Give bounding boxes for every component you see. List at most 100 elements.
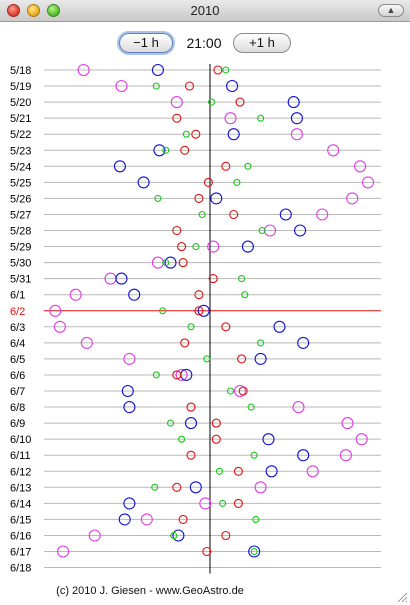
magenta-marker (233, 384, 247, 398)
red-marker (177, 242, 187, 252)
magenta-marker (263, 224, 277, 237)
blue-marker (297, 336, 310, 349)
green-marker (152, 82, 160, 90)
blue-marker (151, 63, 164, 77)
red-marker (172, 370, 182, 380)
blue-marker (287, 96, 300, 109)
blue-marker (290, 112, 303, 125)
time-controls: −1 h 21:00 +1 h (0, 22, 410, 60)
blue-marker (115, 272, 128, 285)
green-marker (192, 243, 200, 251)
red-marker (194, 306, 204, 316)
green-marker (152, 371, 160, 379)
blue-marker (172, 529, 185, 542)
window-close-button[interactable] (7, 4, 20, 17)
magenta-marker (316, 208, 329, 221)
magenta-marker (140, 513, 153, 526)
window-minimize-button[interactable] (27, 4, 40, 17)
date-label: 6/11 (10, 450, 31, 462)
resize-grip-icon[interactable] (396, 591, 408, 603)
green-marker (187, 323, 195, 331)
green-marker (178, 435, 186, 443)
green-marker (258, 226, 266, 235)
red-marker (235, 97, 245, 107)
red-marker (172, 482, 182, 492)
blue-marker (184, 417, 198, 430)
red-marker (221, 322, 231, 332)
date-label: 6/8 (10, 402, 25, 414)
red-marker (178, 258, 188, 268)
magenta-marker (306, 465, 319, 478)
green-marker (154, 194, 162, 202)
plus-one-hour-button[interactable]: +1 h (233, 33, 291, 53)
blue-marker (273, 320, 286, 333)
date-label: 6/4 (10, 338, 25, 350)
date-label: 6/9 (10, 418, 25, 430)
magenta-marker (361, 176, 375, 189)
green-marker (162, 146, 170, 154)
green-marker (166, 419, 175, 427)
magenta-marker (49, 304, 62, 317)
green-marker (222, 66, 230, 74)
red-marker (237, 354, 247, 364)
magenta-marker (327, 144, 340, 157)
date-label: 6/10 (10, 434, 31, 446)
toolbar-toggle-button[interactable]: ▲ (378, 4, 404, 17)
green-marker (233, 178, 241, 186)
date-label: 6/3 (10, 322, 25, 334)
blue-marker (189, 481, 202, 494)
red-marker (194, 290, 204, 300)
red-marker (238, 386, 248, 396)
red-marker (203, 177, 213, 187)
magenta-marker (115, 79, 128, 93)
date-label: 6/13 (10, 482, 31, 494)
magenta-marker (346, 192, 359, 205)
magenta-marker (207, 240, 220, 253)
red-marker (180, 145, 190, 155)
date-label: 6/15 (10, 514, 31, 526)
magenta-marker (341, 417, 354, 430)
green-marker (226, 387, 235, 395)
green-marker (198, 210, 206, 219)
red-marker (186, 450, 196, 460)
magenta-marker (292, 401, 305, 414)
blue-marker (128, 288, 141, 301)
magenta-marker (199, 497, 212, 510)
magenta-marker (77, 63, 90, 77)
minus-one-hour-button[interactable]: −1 h (119, 33, 173, 53)
magenta-marker (69, 288, 82, 301)
blue-marker (210, 192, 223, 205)
date-label: 5/26 (10, 193, 31, 205)
green-marker (162, 259, 170, 267)
magenta-marker (354, 160, 367, 173)
blue-marker (123, 401, 136, 414)
date-label: 6/7 (10, 386, 25, 398)
green-marker (250, 547, 258, 556)
blue-marker (265, 465, 278, 478)
blue-marker (254, 352, 267, 365)
red-marker (186, 402, 196, 412)
green-marker (252, 515, 260, 523)
date-label: 5/29 (10, 242, 31, 254)
red-marker (202, 546, 212, 557)
magenta-marker (224, 112, 237, 125)
date-label: 5/21 (10, 113, 31, 125)
red-marker (211, 418, 221, 428)
red-marker (221, 161, 231, 171)
green-marker (247, 403, 255, 411)
date-label: 5/18 (10, 65, 31, 77)
green-marker (151, 483, 159, 491)
blue-marker (123, 497, 136, 510)
red-marker (208, 274, 218, 284)
window-zoom-button[interactable] (47, 4, 60, 17)
magenta-marker (355, 433, 368, 446)
green-marker (203, 355, 211, 363)
green-marker (219, 499, 227, 507)
date-label: 6/5 (10, 354, 25, 366)
blue-marker (227, 128, 240, 141)
red-marker (178, 514, 188, 524)
blue-marker (297, 449, 310, 462)
magenta-marker (254, 481, 267, 494)
blue-marker (197, 304, 210, 317)
blue-marker (164, 256, 177, 269)
